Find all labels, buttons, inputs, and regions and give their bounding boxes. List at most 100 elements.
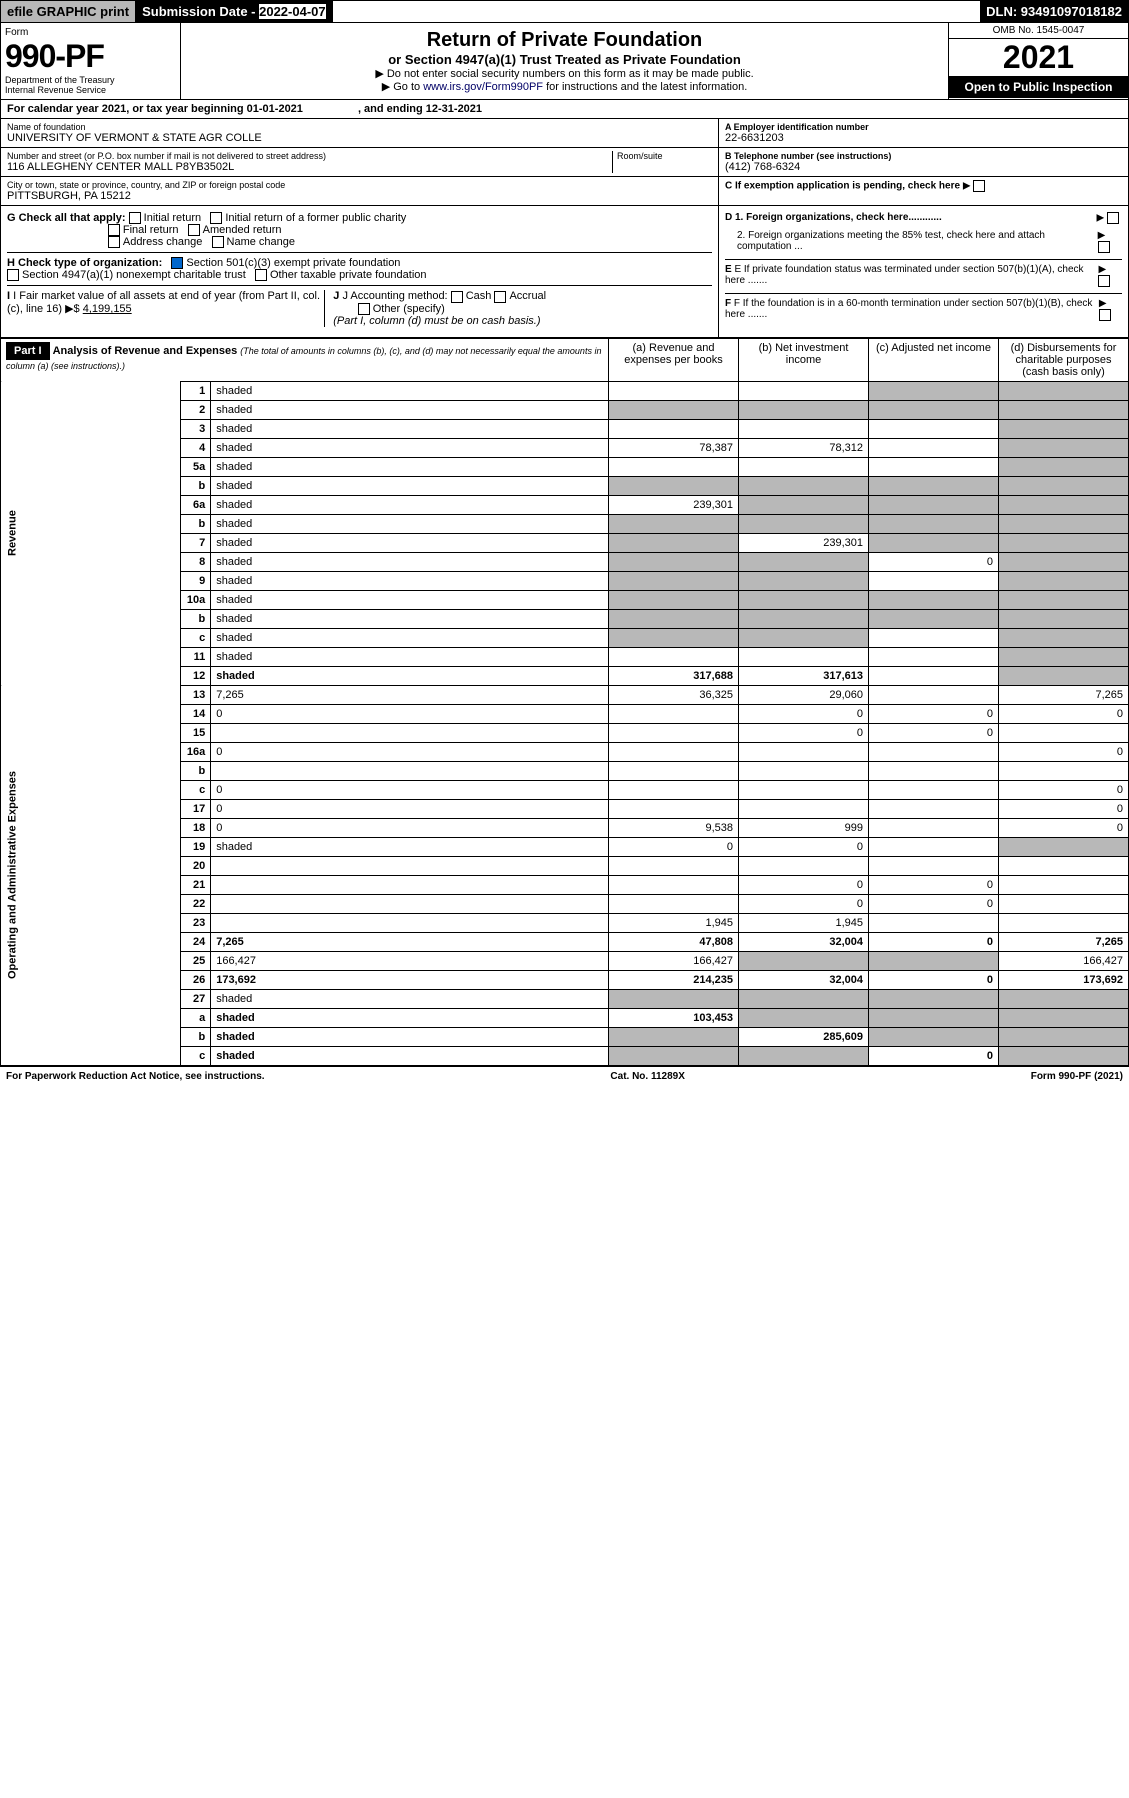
checkbox-address-change[interactable] bbox=[108, 236, 120, 248]
row-description bbox=[211, 856, 609, 875]
checkbox-d1[interactable] bbox=[1107, 212, 1119, 224]
cell-value bbox=[869, 780, 999, 799]
form-id-block: Form 990-PF Department of the Treasury I… bbox=[1, 23, 181, 99]
checkbox-final-return[interactable] bbox=[108, 224, 120, 236]
cell-value: 0 bbox=[739, 723, 869, 742]
checkbox-c[interactable] bbox=[973, 180, 985, 192]
dept-treasury: Department of the Treasury bbox=[5, 75, 176, 85]
cell-value bbox=[999, 1008, 1129, 1027]
address-cell: Number and street (or P.O. box number if… bbox=[1, 148, 718, 177]
entity-info: Name of foundation UNIVERSITY OF VERMONT… bbox=[0, 119, 1129, 206]
checkbox-e[interactable] bbox=[1098, 275, 1110, 287]
row-number: b bbox=[181, 514, 211, 533]
efile-print-button[interactable]: efile GRAPHIC print bbox=[1, 1, 136, 22]
cell-value bbox=[739, 571, 869, 590]
form-note-ssn: ▶ Do not enter social security numbers o… bbox=[187, 67, 942, 80]
cell-value bbox=[999, 381, 1129, 400]
cell-value: 0 bbox=[869, 894, 999, 913]
form-number: 990-PF bbox=[5, 38, 176, 75]
row-number: 10a bbox=[181, 590, 211, 609]
row-description: shaded bbox=[211, 590, 609, 609]
row-number: 18 bbox=[181, 818, 211, 837]
cell-value: 166,427 bbox=[609, 951, 739, 970]
cell-value: 103,453 bbox=[609, 1008, 739, 1027]
checkbox-accrual[interactable] bbox=[494, 291, 506, 303]
checkbox-name-change[interactable] bbox=[212, 236, 224, 248]
cell-value bbox=[609, 856, 739, 875]
row-description: 166,427 bbox=[211, 951, 609, 970]
row-number: 22 bbox=[181, 894, 211, 913]
cell-value: 1,945 bbox=[739, 913, 869, 932]
checkbox-other-taxable[interactable] bbox=[255, 269, 267, 281]
cell-value bbox=[999, 628, 1129, 647]
cell-value bbox=[739, 742, 869, 761]
row-description: 0 bbox=[211, 780, 609, 799]
col-b-header: (b) Net investment income bbox=[739, 338, 869, 381]
f-row: F F If the foundation is in a 60-month t… bbox=[725, 293, 1122, 321]
row-description: shaded bbox=[211, 552, 609, 571]
cell-value bbox=[609, 609, 739, 628]
checkbox-501c3[interactable] bbox=[171, 257, 183, 269]
cell-value: 0 bbox=[869, 875, 999, 894]
cell-value bbox=[999, 457, 1129, 476]
cell-value bbox=[739, 1046, 869, 1065]
checkbox-f[interactable] bbox=[1099, 309, 1111, 321]
row-description: shaded bbox=[211, 609, 609, 628]
footer-cat: Cat. No. 11289X bbox=[610, 1071, 684, 1082]
row-description bbox=[211, 913, 609, 932]
checkbox-initial-return[interactable] bbox=[129, 212, 141, 224]
part1-label: Part I bbox=[6, 342, 50, 360]
city-cell: City or town, state or province, country… bbox=[1, 177, 718, 205]
cell-value bbox=[739, 590, 869, 609]
row-number: b bbox=[181, 609, 211, 628]
cell-value bbox=[999, 875, 1129, 894]
row-number: 25 bbox=[181, 951, 211, 970]
irs-link[interactable]: www.irs.gov/Form990PF bbox=[423, 81, 543, 93]
cell-value bbox=[609, 723, 739, 742]
cell-value: 0 bbox=[869, 723, 999, 742]
cell-value bbox=[999, 723, 1129, 742]
exemption-pending-cell: C If exemption application is pending, c… bbox=[719, 177, 1128, 195]
row-number: 24 bbox=[181, 932, 211, 951]
cell-value bbox=[609, 989, 739, 1008]
cell-value: 0 bbox=[999, 818, 1129, 837]
cell-value bbox=[609, 780, 739, 799]
cell-value bbox=[869, 647, 999, 666]
row-description bbox=[211, 875, 609, 894]
row-number: 15 bbox=[181, 723, 211, 742]
tax-year: 2021 bbox=[949, 39, 1128, 76]
cell-value bbox=[869, 590, 999, 609]
cell-value bbox=[869, 685, 999, 704]
expenses-side-label: Operating and Administrative Expenses bbox=[1, 685, 181, 1065]
cell-value bbox=[869, 989, 999, 1008]
row-description: shaded bbox=[211, 989, 609, 1008]
checkbox-initial-public[interactable] bbox=[210, 212, 222, 224]
row-description: shaded bbox=[211, 419, 609, 438]
checkbox-4947a1[interactable] bbox=[7, 269, 19, 281]
cell-value bbox=[999, 647, 1129, 666]
open-public-badge: Open to Public Inspection bbox=[949, 76, 1128, 98]
cell-value bbox=[739, 476, 869, 495]
cell-value bbox=[869, 1027, 999, 1046]
row-number: 2 bbox=[181, 400, 211, 419]
row-number: 12 bbox=[181, 666, 211, 685]
cell-value bbox=[869, 628, 999, 647]
cell-value: 78,312 bbox=[739, 438, 869, 457]
cell-value: 0 bbox=[739, 837, 869, 856]
checkbox-amended-return[interactable] bbox=[188, 224, 200, 236]
checkbox-cash[interactable] bbox=[451, 291, 463, 303]
row-number: c bbox=[181, 1046, 211, 1065]
row-number: 6a bbox=[181, 495, 211, 514]
row-number: b bbox=[181, 476, 211, 495]
col-d-header: (d) Disbursements for charitable purpose… bbox=[999, 338, 1129, 381]
row-description: shaded bbox=[211, 495, 609, 514]
cell-value bbox=[869, 666, 999, 685]
cell-value: 239,301 bbox=[609, 495, 739, 514]
cell-value: 7,265 bbox=[999, 685, 1129, 704]
checkbox-d2[interactable] bbox=[1098, 241, 1110, 253]
checkbox-other-method[interactable] bbox=[358, 303, 370, 315]
row-description: shaded bbox=[211, 1046, 609, 1065]
cell-value: 32,004 bbox=[739, 932, 869, 951]
cell-value bbox=[739, 514, 869, 533]
cell-value: 0 bbox=[999, 780, 1129, 799]
